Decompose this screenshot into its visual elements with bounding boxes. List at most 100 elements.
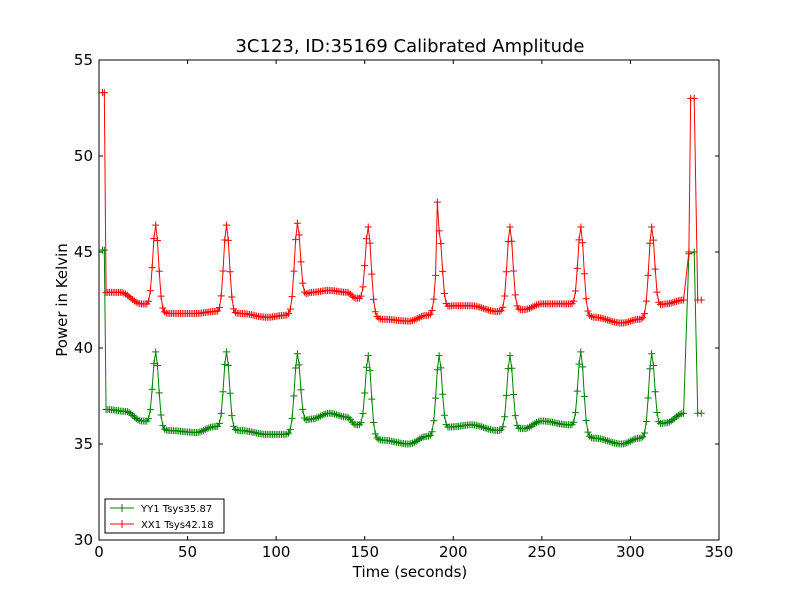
series-yy1 bbox=[99, 246, 705, 448]
data-point bbox=[603, 437, 611, 445]
data-point bbox=[152, 348, 160, 356]
data-point bbox=[150, 235, 158, 243]
data-point bbox=[145, 297, 153, 305]
data-point bbox=[476, 303, 484, 311]
data-point bbox=[224, 361, 232, 369]
data-point bbox=[637, 315, 645, 323]
data-point bbox=[646, 239, 654, 247]
data-point bbox=[649, 236, 657, 244]
data-point bbox=[370, 295, 378, 303]
y-tick-label: 55 bbox=[74, 51, 93, 69]
data-point bbox=[522, 424, 530, 432]
data-point bbox=[644, 394, 652, 402]
data-point bbox=[290, 392, 298, 400]
data-point bbox=[286, 425, 294, 433]
y-tick-label: 40 bbox=[74, 339, 93, 357]
data-point bbox=[669, 299, 677, 307]
x-tick-label: 300 bbox=[616, 543, 645, 561]
data-point bbox=[196, 428, 204, 436]
data-point bbox=[407, 440, 415, 448]
data-point bbox=[283, 430, 291, 438]
data-point bbox=[292, 236, 300, 244]
data-point bbox=[651, 265, 659, 273]
data-point bbox=[221, 361, 229, 369]
data-point bbox=[602, 315, 610, 323]
x-tick-label: 350 bbox=[705, 543, 734, 561]
data-point bbox=[409, 439, 417, 447]
series-xx1 bbox=[99, 89, 705, 327]
data-point bbox=[200, 426, 208, 434]
data-point bbox=[575, 360, 583, 368]
data-point bbox=[587, 313, 595, 321]
data-point bbox=[362, 363, 370, 371]
data-point bbox=[478, 423, 486, 431]
data-point bbox=[347, 290, 355, 298]
data-point bbox=[674, 411, 682, 419]
x-tick-label: 150 bbox=[350, 543, 379, 561]
data-point bbox=[499, 423, 507, 431]
data-point bbox=[350, 294, 358, 302]
data-point bbox=[481, 424, 489, 432]
data-point bbox=[680, 409, 688, 417]
data-point bbox=[373, 434, 381, 442]
data-point bbox=[375, 314, 383, 322]
data-point bbox=[217, 409, 225, 417]
data-point bbox=[502, 268, 510, 276]
data-point bbox=[433, 198, 441, 206]
data-point bbox=[437, 364, 445, 372]
data-point bbox=[155, 267, 163, 275]
data-point bbox=[224, 236, 232, 244]
x-tick-label: 50 bbox=[178, 543, 197, 561]
data-point bbox=[198, 427, 206, 435]
data-point bbox=[283, 311, 291, 319]
legend-box bbox=[104, 498, 225, 534]
data-point bbox=[364, 223, 372, 231]
data-point bbox=[628, 436, 636, 444]
data-point bbox=[361, 262, 369, 270]
data-point bbox=[285, 429, 293, 437]
data-point bbox=[672, 297, 680, 305]
data-point bbox=[152, 221, 160, 229]
data-point bbox=[580, 393, 588, 401]
data-point bbox=[120, 289, 128, 297]
data-point bbox=[665, 418, 673, 426]
data-point bbox=[579, 239, 587, 247]
data-point bbox=[302, 290, 310, 298]
data-point bbox=[345, 289, 353, 297]
data-point bbox=[641, 429, 649, 437]
data-point bbox=[366, 366, 374, 374]
data-point bbox=[502, 391, 510, 399]
data-point bbox=[426, 431, 434, 439]
data-point bbox=[286, 305, 294, 313]
data-point bbox=[600, 436, 608, 444]
data-point bbox=[580, 270, 588, 278]
data-point bbox=[371, 308, 379, 316]
data-point bbox=[511, 412, 519, 420]
data-point bbox=[534, 418, 542, 426]
data-point bbox=[125, 408, 133, 416]
data-point bbox=[201, 426, 209, 434]
data-point bbox=[226, 389, 234, 397]
data-point bbox=[602, 436, 610, 444]
data-point bbox=[228, 293, 236, 301]
data-point bbox=[230, 422, 238, 430]
data-point bbox=[676, 410, 684, 418]
data-point bbox=[501, 292, 509, 300]
data-point bbox=[359, 409, 367, 417]
data-point bbox=[219, 388, 227, 396]
data-point bbox=[440, 290, 448, 298]
data-point bbox=[350, 420, 358, 428]
data-point bbox=[623, 318, 631, 326]
data-point bbox=[644, 271, 652, 279]
legend-marker-xx1 bbox=[118, 520, 126, 528]
data-point bbox=[697, 409, 705, 417]
data-point bbox=[527, 304, 535, 312]
data-point bbox=[416, 313, 424, 321]
data-point bbox=[605, 437, 613, 445]
data-point bbox=[288, 293, 296, 301]
data-point bbox=[432, 394, 440, 402]
data-point bbox=[495, 307, 503, 315]
data-point bbox=[297, 258, 305, 266]
data-point bbox=[497, 307, 505, 315]
data-point bbox=[212, 307, 220, 315]
